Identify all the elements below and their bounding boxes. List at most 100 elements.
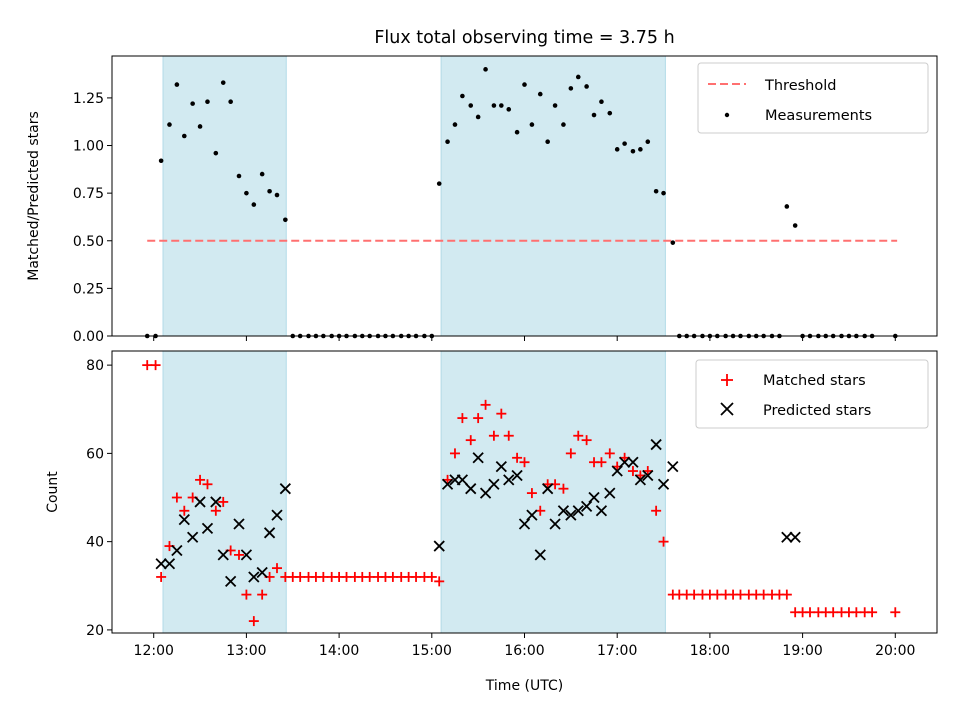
predicted-x-b — [572, 505, 584, 517]
predicted-star-point — [210, 496, 222, 508]
x-tick-label: 12:00 — [134, 643, 174, 659]
predicted-star-point — [588, 491, 600, 504]
predicted-x-b — [240, 549, 253, 561]
top-legend-box — [697, 62, 929, 134]
x-tick-label: 17:00 — [597, 643, 637, 659]
predicted-star-point — [642, 469, 654, 482]
predicted-star-point — [789, 531, 801, 543]
matched-star-point — [156, 571, 167, 582]
matched-star-point — [241, 589, 252, 600]
bottom-panel: 20 40 60 80 12:00 13:00 14:00 15:00 16:00 17:00 1… — [45, 350, 938, 694]
measurement-point — [575, 74, 581, 80]
y-tick-label: 0.50 — [73, 234, 104, 250]
predicted-star-point — [217, 549, 229, 561]
matched-star-point — [473, 413, 484, 424]
matched-star-point — [210, 505, 221, 516]
matched-star-point — [457, 413, 468, 424]
predicted-x-b — [650, 438, 662, 451]
predicted-x-b — [657, 478, 670, 490]
predicted-x-b — [618, 456, 631, 468]
y-tick-label: 60 — [86, 446, 104, 462]
measurement-point — [468, 103, 474, 108]
matched-star-point — [434, 576, 445, 587]
matched-star-point — [851, 607, 862, 618]
measurement-point — [591, 112, 597, 118]
predicted-star-point — [604, 487, 616, 499]
predicted-x-b — [642, 469, 654, 482]
matched-star-point — [526, 488, 537, 499]
y-tick-label: 1.00 — [73, 139, 104, 155]
predicted-star-point — [279, 483, 291, 495]
matched-star-point — [341, 571, 352, 582]
measurement-point — [460, 93, 465, 99]
predicted-x-b — [503, 474, 515, 486]
predicted-x-b — [479, 487, 492, 499]
predicted-star-point — [256, 566, 268, 579]
matched-star-point — [364, 571, 375, 582]
predicted-x-b — [565, 509, 577, 521]
predicted-x-b — [580, 500, 593, 512]
observing-window-shade — [440, 350, 666, 634]
predicted-x-b — [456, 474, 469, 486]
predicted-star-point — [781, 531, 793, 543]
measurement-point — [182, 133, 187, 139]
matched-star-point — [318, 571, 329, 582]
y-tick-label: 80 — [86, 358, 104, 374]
matched-star-point — [805, 607, 816, 618]
predicted-star-point — [542, 483, 554, 495]
predicted-x-b — [526, 509, 538, 521]
predicted-x-b — [163, 558, 176, 570]
measurement-point — [220, 80, 226, 85]
measurement-point — [522, 82, 527, 87]
matched-star-point — [449, 448, 460, 459]
matched-star-point — [828, 607, 839, 618]
measurement-point — [205, 99, 210, 105]
matched-star-point — [581, 435, 592, 446]
matched-star-point — [735, 589, 746, 600]
matched-star-point — [496, 408, 507, 419]
predicted-star-point — [194, 496, 206, 508]
matched-star-point — [558, 483, 569, 494]
predicted-x-b — [210, 496, 222, 508]
measurement-point — [267, 188, 272, 194]
predicted-x-b — [217, 549, 229, 561]
measurement-point — [645, 139, 651, 145]
predicted-star-point — [488, 478, 500, 490]
matched-star-point — [596, 457, 607, 468]
predicted-x-b — [201, 522, 214, 535]
predicted-star-point — [433, 540, 445, 552]
x-tick-label: 19:00 — [782, 643, 822, 659]
predicted-x-b — [155, 558, 167, 570]
measurement-point — [614, 147, 620, 152]
measurement-point — [584, 84, 589, 89]
top-y-axis-label: Matched/Predicted stars — [26, 111, 42, 281]
measurement-point — [259, 171, 265, 177]
predicted-star-point — [618, 456, 631, 468]
measurement-point — [622, 141, 627, 146]
y-tick-label: 0.25 — [73, 281, 104, 297]
legend-measurement-swatch — [724, 112, 730, 118]
predicted-x-b — [465, 483, 477, 495]
matched-star-point — [295, 571, 306, 582]
predicted-x-b — [634, 474, 647, 486]
predicted-star-point — [611, 465, 623, 477]
y-tick-label: 40 — [86, 535, 104, 551]
predicted-x-b — [225, 575, 237, 588]
measurement-point — [568, 86, 574, 91]
predicted-x-b — [488, 478, 500, 490]
measurement-point — [491, 103, 497, 108]
predicted-x-b — [248, 571, 260, 583]
measurement-point — [653, 188, 659, 194]
measurement-point — [537, 91, 543, 97]
matched-star-point — [480, 399, 491, 410]
matched-star-point — [604, 448, 615, 459]
measurement-point — [552, 103, 558, 108]
predicted-star-point — [233, 518, 245, 530]
predicted-x-b — [187, 531, 199, 543]
predicted-x-b — [588, 491, 600, 504]
predicted-x-b — [781, 531, 793, 543]
matched-star-point — [248, 616, 259, 627]
matched-star-point — [426, 571, 437, 582]
predicted-star-point — [263, 527, 276, 539]
